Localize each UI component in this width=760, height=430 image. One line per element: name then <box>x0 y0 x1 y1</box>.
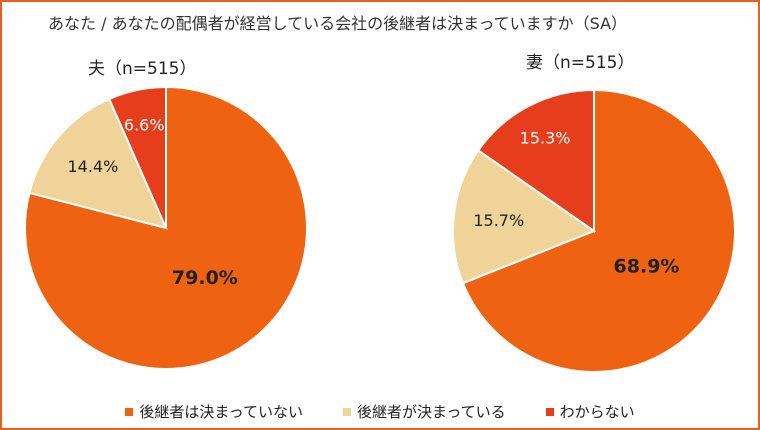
legend-item: 後継者が決まっている <box>342 401 506 422</box>
legend-item: わからない <box>545 401 635 422</box>
data-label: 6.6% <box>124 116 165 135</box>
legend-swatch <box>342 407 351 416</box>
legend-label: 後継者が決まっている <box>356 403 506 421</box>
chart-title: あなた / あなたの配偶者が経営している会社の後継者は決まっていますか（SA） <box>48 14 628 33</box>
pie-slice <box>452 149 597 285</box>
legend-swatch <box>545 407 554 416</box>
pie-slice <box>28 97 168 230</box>
data-label: 14.4% <box>67 157 118 176</box>
data-label: 68.9% <box>614 256 680 278</box>
pie-title-wife: 妻（n=515） <box>526 53 635 73</box>
legend-label: 後継者は決まっていない <box>139 403 303 421</box>
data-label: 15.3% <box>520 128 571 147</box>
data-label: 79.0% <box>172 267 238 289</box>
pie-title-husband: 夫（n=515） <box>88 59 197 79</box>
legend-label: わからない <box>559 403 635 421</box>
pie-slice <box>107 85 167 229</box>
legend: 後継者は決まっていない 後継者が決まっている わからない <box>0 401 760 422</box>
data-label: 15.7% <box>473 211 524 230</box>
legend-swatch <box>125 407 134 416</box>
pie-slice <box>461 88 736 373</box>
legend-item: 後継者は決まっていない <box>125 401 303 422</box>
pie-slice <box>476 88 595 233</box>
